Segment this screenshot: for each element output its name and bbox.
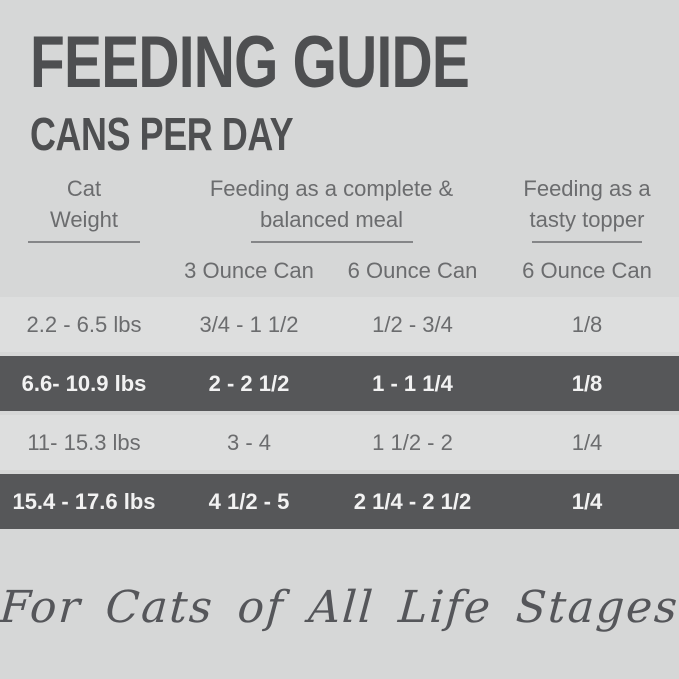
table-row: 2.2 - 6.5 lbs 3/4 - 1 1/2 1/2 - 3/4 1/8: [0, 297, 679, 352]
cell-3oz-meal: 3 - 4: [226, 430, 272, 455]
life-stages-tagline: For Cats of All Life Stages: [0, 582, 679, 633]
column-header-cat-weight: Cat Weight: [0, 173, 168, 243]
tasty-topper-line1: Feeding as a: [523, 176, 651, 201]
feeding-table-body: 2.2 - 6.5 lbs 3/4 - 1 1/2 1/2 - 3/4 1/8 …: [0, 297, 679, 529]
complete-meal-line2: balanced meal: [259, 207, 404, 232]
table-row: 6.6- 10.9 lbs 2 - 2 1/2 1 - 1 1/4 1/8: [0, 356, 679, 411]
cell-6oz-meal: 1 - 1 1/4: [372, 371, 453, 396]
tasty-topper-line2: tasty topper: [529, 207, 645, 232]
cell-6oz-topper: 1/8: [571, 371, 603, 396]
cell-6oz-topper: 1/4: [571, 489, 603, 514]
cat-weight-line1: Cat: [66, 176, 102, 201]
tasty-topper-underline: [532, 241, 642, 243]
cell-weight: 6.6- 10.9 lbs: [21, 371, 147, 396]
can-size-spacer: [0, 258, 168, 284]
page-title: FEEDING GUIDE: [30, 22, 470, 103]
column-header-complete-meal: Feeding as a complete & balanced meal: [168, 173, 495, 243]
cell-6oz-topper: 1/4: [571, 430, 603, 455]
table-row: 11- 15.3 lbs 3 - 4 1 1/2 - 2 1/4: [0, 415, 679, 470]
cell-6oz-meal: 2 1/4 - 2 1/2: [353, 489, 472, 514]
page-subtitle: CANS PER DAY: [30, 108, 294, 160]
cat-weight-underline: [28, 241, 140, 243]
cell-6oz-meal: 1 1/2 - 2: [372, 430, 453, 455]
cell-3oz-meal: 2 - 2 1/2: [208, 371, 290, 396]
cell-6oz-topper: 1/8: [571, 312, 603, 337]
can-size-3oz-meal: 3 Ounce Can: [184, 258, 314, 283]
table-row: 15.4 - 17.6 lbs 4 1/2 - 5 2 1/4 - 2 1/2 …: [0, 474, 679, 529]
cat-weight-line2: Weight: [49, 207, 119, 232]
cell-weight: 2.2 - 6.5 lbs: [26, 312, 142, 337]
cell-weight: 11- 15.3 lbs: [27, 430, 141, 455]
cell-3oz-meal: 4 1/2 - 5: [208, 489, 290, 514]
title-block: FEEDING GUIDE CANS PER DAY: [0, 0, 679, 157]
table-can-size-header: 3 Ounce Can 6 Ounce Can 6 Ounce Can: [0, 258, 679, 284]
complete-meal-line1: Feeding as a complete &: [209, 176, 454, 201]
can-size-6oz-meal: 6 Ounce Can: [347, 258, 478, 283]
table-group-header: Cat Weight Feeding as a complete & balan…: [0, 173, 679, 243]
cell-3oz-meal: 3/4 - 1 1/2: [199, 312, 299, 337]
cell-weight: 15.4 - 17.6 lbs: [12, 489, 156, 514]
complete-meal-underline: [250, 241, 413, 243]
cell-6oz-meal: 1/2 - 3/4: [372, 312, 453, 337]
can-size-6oz-topper: 6 Ounce Can: [522, 258, 652, 283]
column-header-tasty-topper: Feeding as a tasty topper: [495, 173, 679, 243]
